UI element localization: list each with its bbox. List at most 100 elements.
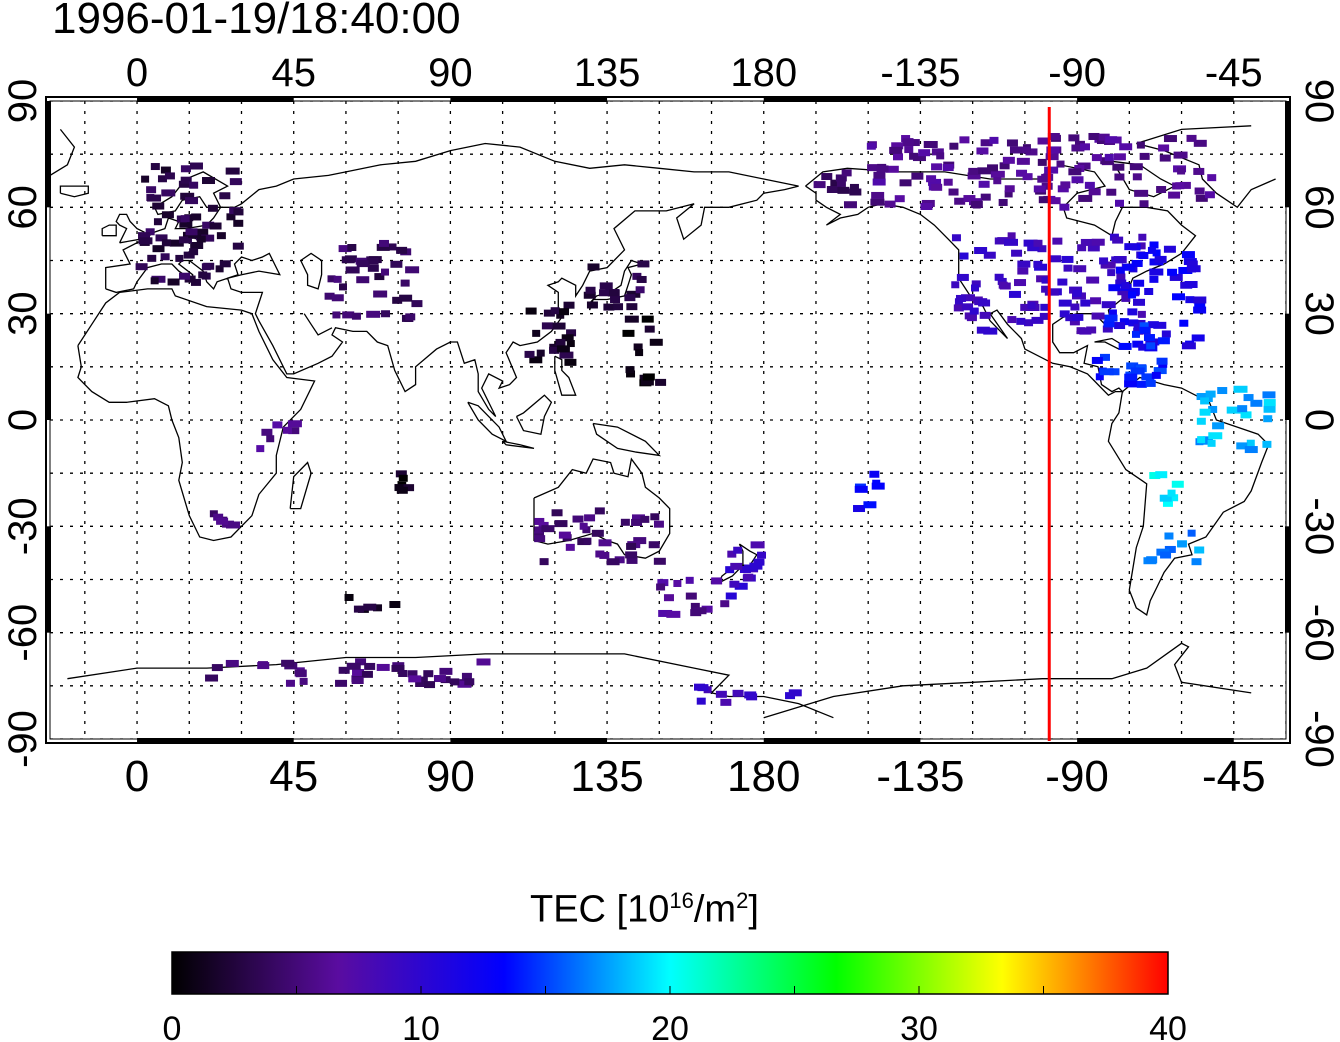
tec-pixel — [213, 513, 224, 521]
border-bar-right — [1285, 313, 1290, 420]
tec-pixel — [749, 562, 763, 570]
tec-pixel — [962, 303, 974, 311]
coastline-madagascar — [289, 461, 312, 510]
tec-pixel — [1109, 368, 1120, 376]
tec-pixel — [229, 178, 242, 186]
tec-pixel — [1104, 314, 1118, 322]
tec-pixel — [549, 346, 560, 354]
tec-pixel — [564, 358, 577, 366]
tec-pixel — [598, 539, 612, 547]
tec-pixel — [1016, 317, 1026, 325]
tec-pixel — [889, 146, 903, 154]
tec-pixel — [341, 256, 355, 264]
tec-pixel — [399, 294, 413, 302]
tec-pixel — [1068, 134, 1080, 142]
tec-pixel — [1153, 321, 1167, 329]
tec-pixel — [352, 668, 365, 676]
tec-pixel — [997, 277, 1007, 285]
tec-pixel — [1108, 309, 1117, 317]
tec-pixel — [331, 294, 344, 302]
tec-pixel — [194, 228, 209, 236]
tec-pixel — [1090, 297, 1102, 305]
tec-pixel — [591, 529, 604, 537]
tec-pixel — [1107, 269, 1116, 277]
tec-pixel — [1147, 321, 1159, 329]
tec-pixel — [955, 294, 966, 302]
tec-pixel — [734, 582, 748, 590]
tec-pixel — [953, 304, 964, 312]
tec-pixel — [584, 514, 596, 522]
tec-pixel — [1045, 153, 1059, 161]
lat-tick-right: -30 — [1297, 497, 1340, 555]
tec-pixel — [190, 278, 201, 286]
tec-pixel — [974, 247, 988, 255]
tec-pixel — [299, 677, 308, 685]
tec-pixel — [146, 186, 157, 194]
tec-pixel — [636, 275, 647, 283]
tec-pixel — [150, 277, 159, 285]
tec-pixel — [356, 260, 370, 268]
tec-pixel — [185, 228, 198, 236]
tec-pixel — [543, 309, 555, 317]
tec-pixel — [160, 253, 170, 261]
tec-pixel — [361, 670, 373, 678]
tec-pixel — [381, 310, 391, 318]
tec-pixel — [338, 283, 347, 291]
tec-pixel — [161, 189, 176, 197]
tec-pixel — [1077, 244, 1087, 252]
tec-pixel — [1117, 288, 1131, 296]
tec-pixel — [1202, 436, 1213, 444]
tec-pixel — [167, 278, 180, 286]
tec-pixel — [587, 263, 600, 271]
tec-pixel — [153, 218, 162, 226]
tec-pixel — [1194, 187, 1205, 195]
coastline-arabia_gulf — [303, 313, 333, 336]
tec-pixel — [1041, 182, 1053, 190]
tec-pixel — [640, 378, 654, 386]
tec-pixel — [649, 338, 663, 346]
lat-ticks-left: 90 60 30 0 -30 -60 -90 — [1, 79, 45, 768]
tec-pixel — [951, 234, 961, 242]
tec-pixel — [990, 170, 1005, 178]
lon-tick-bottom: -45 — [1202, 752, 1266, 801]
tec-pixel — [534, 535, 546, 543]
map-grid — [50, 101, 1286, 739]
coastline-namerica — [805, 164, 1197, 396]
tec-pixel — [327, 275, 336, 283]
tec-pixel — [1098, 133, 1110, 141]
tec-pixel — [1173, 151, 1188, 159]
lon-tick-bottom: -90 — [1045, 752, 1109, 801]
tec-pixel — [1157, 337, 1170, 345]
tec-pixel — [1071, 144, 1085, 152]
tec-pixel — [1069, 318, 1080, 326]
lat-tick-right: -90 — [1297, 710, 1340, 768]
tec-pixel — [1007, 232, 1016, 240]
tec-pixel — [1246, 439, 1255, 447]
tec-pixel — [398, 669, 408, 677]
tec-pixel — [666, 610, 681, 618]
tec-pixel — [1159, 494, 1172, 502]
tec-pixel — [281, 659, 295, 667]
tec-pixel — [701, 605, 713, 613]
tec-pixel — [233, 208, 244, 216]
border-bar-right — [1285, 526, 1290, 633]
colorbar-tick-label: 40 — [1149, 1010, 1187, 1042]
tec-pixel — [1196, 417, 1206, 425]
border-bar-top — [137, 97, 294, 102]
tec-pixel — [1091, 238, 1105, 246]
tec-pixel — [1114, 322, 1126, 330]
lon-tick-top: 0 — [126, 51, 148, 95]
tec-pixel — [1236, 442, 1248, 450]
tec-pixel — [405, 266, 420, 274]
lat-tick-left: 90 — [1, 79, 45, 124]
tec-pixel — [565, 543, 575, 551]
tec-pixel — [1118, 342, 1132, 350]
tec-pixel — [551, 509, 563, 517]
tec-pixel — [198, 271, 208, 279]
tec-pixel — [1139, 200, 1149, 208]
tec-pixel — [1200, 397, 1210, 405]
tec-pixel — [366, 310, 381, 318]
tec-pixel — [980, 193, 991, 201]
lon-tick-bottom: 135 — [570, 752, 643, 801]
tec-pixel — [970, 200, 983, 208]
